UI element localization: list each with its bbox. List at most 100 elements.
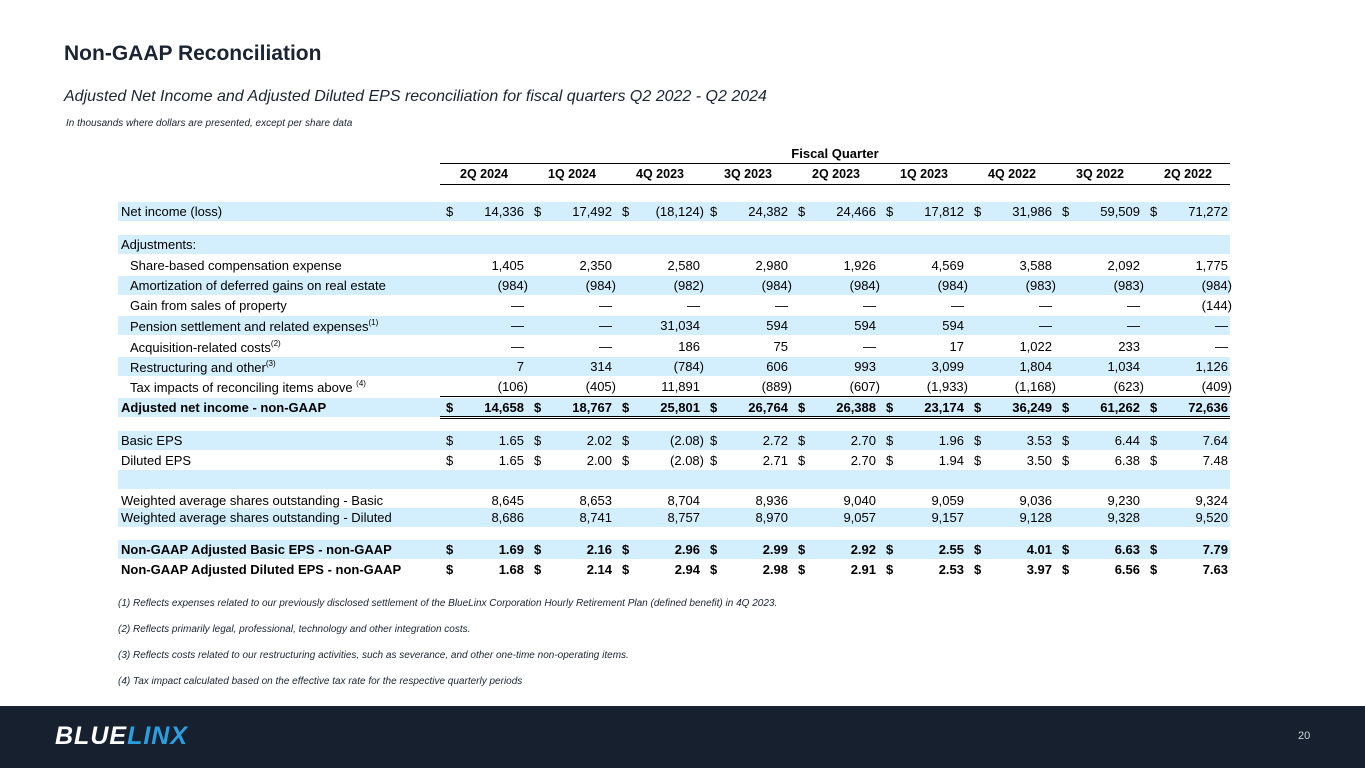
cell-value: (983): [1113, 278, 1144, 293]
cell-value: 2.14: [586, 562, 612, 577]
table-cell: $72,636: [1144, 400, 1232, 417]
cell-value: 3.53: [1026, 433, 1052, 448]
dollar-sign: $: [1150, 204, 1158, 219]
bluelinx-logo: BLUELINX: [55, 722, 189, 750]
cell-value: —: [863, 339, 876, 354]
table-cell: 2,092: [1056, 258, 1144, 275]
table-cell: $6.56: [1056, 562, 1144, 579]
cell-value: 2.98: [762, 562, 788, 577]
table-cell: 9,328: [1056, 510, 1144, 527]
cell-value: —: [1215, 339, 1228, 354]
table-cell: 314: [528, 359, 616, 376]
row-label: Pension settlement and related expenses(…: [130, 318, 379, 334]
cell-value: —: [599, 339, 612, 354]
table-cell: 8,704: [616, 493, 704, 510]
cell-value: 75: [773, 339, 788, 354]
table-cell: —: [704, 298, 792, 315]
table-row: Adjusted net income - non-GAAP $14,658 $18…: [118, 398, 1230, 417]
cell-value: 2,092: [1107, 258, 1140, 273]
table-cell: 8,757: [616, 510, 704, 527]
cell-value: (1,168): [1014, 379, 1056, 394]
column-header: 4Q 2022: [988, 167, 1036, 181]
table-cell: $2.00: [528, 453, 616, 470]
table-cell: $6.38: [1056, 453, 1144, 470]
cell-value: 594: [766, 318, 788, 333]
cell-value: 4,569: [931, 258, 964, 273]
table-cell: —: [1056, 298, 1144, 315]
table-cell: —: [792, 298, 880, 315]
cell-value: 17,492: [572, 204, 612, 219]
dollar-sign: $: [446, 400, 454, 415]
cell-value: (18,124): [655, 204, 704, 219]
table-cell: —: [528, 298, 616, 315]
table-cell: $24,466: [792, 204, 880, 221]
cell-value: —: [599, 318, 612, 333]
cell-value: 9,059: [931, 493, 964, 508]
table-cell: 1,022: [968, 339, 1056, 356]
table-cell: (983): [1056, 278, 1144, 295]
table-cell: $2.55: [880, 542, 968, 559]
table-cell: $1.65: [440, 433, 528, 450]
table-cell: —: [440, 318, 528, 335]
cell-value: —: [1127, 298, 1140, 313]
table-cell: (984): [792, 278, 880, 295]
table-cell: 9,040: [792, 493, 880, 510]
dollar-sign: $: [710, 453, 718, 468]
cell-value: 606: [766, 359, 788, 374]
cell-value: 9,230: [1107, 493, 1140, 508]
table-cell: $7.64: [1144, 433, 1232, 450]
dollar-sign: $: [1062, 433, 1070, 448]
dollar-sign: $: [710, 542, 718, 557]
table-cell: $2.71: [704, 453, 792, 470]
table-cell: 9,057: [792, 510, 880, 527]
table-cell: 1,775: [1144, 258, 1232, 275]
cell-value: 2.55: [938, 542, 964, 557]
dollar-sign: $: [974, 204, 982, 219]
cell-value: 1,775: [1195, 258, 1228, 273]
table-cell: $17,492: [528, 204, 616, 221]
cell-value: 1,126: [1195, 359, 1228, 374]
dollar-sign: $: [798, 453, 806, 468]
table-cell: 9,230: [1056, 493, 1144, 510]
cell-value: (984): [1201, 278, 1232, 293]
table-cell: (1,168): [968, 379, 1056, 396]
table-cell: 1,126: [1144, 359, 1232, 376]
cell-value: (889): [761, 379, 792, 394]
table-cell: (984): [1144, 278, 1232, 295]
cell-value: —: [775, 298, 788, 313]
table-cell: (405): [528, 379, 616, 396]
table-cell: $2.14: [528, 562, 616, 579]
cell-value: 9,128: [1019, 510, 1052, 525]
table-cell: 8,936: [704, 493, 792, 510]
cell-value: 1.94: [938, 453, 964, 468]
table-cell: —: [528, 339, 616, 356]
cell-value: 31,986: [1012, 204, 1052, 219]
cell-value: 1.69: [498, 542, 524, 557]
row-label: Acquisition-related costs(2): [130, 339, 281, 355]
table-cell: 594: [880, 318, 968, 335]
cell-value: 2.99: [762, 542, 788, 557]
dollar-sign: $: [1150, 400, 1158, 415]
table-cell: —: [968, 298, 1056, 315]
table-cell: $6.44: [1056, 433, 1144, 450]
table-cell: $36,249: [968, 400, 1056, 417]
cell-value: (2.08): [670, 433, 704, 448]
table-cell: 594: [704, 318, 792, 335]
table-cell: $7.79: [1144, 542, 1232, 559]
cell-value: (984): [937, 278, 968, 293]
dollar-sign: $: [974, 562, 982, 577]
cell-value: 8,741: [579, 510, 612, 525]
footer-bar: [0, 706, 1365, 768]
table-cell: 186: [616, 339, 704, 356]
cell-value: 17: [949, 339, 964, 354]
table-cell: 8,653: [528, 493, 616, 510]
cell-value: 6.63: [1114, 542, 1140, 557]
table-cell: 17: [880, 339, 968, 356]
cell-value: 1.65: [498, 453, 524, 468]
dollar-sign: $: [534, 542, 542, 557]
table-cell: $2.96: [616, 542, 704, 559]
table-cell: (984): [440, 278, 528, 295]
cell-value: 59,509: [1100, 204, 1140, 219]
cell-value: (984): [849, 278, 880, 293]
dollar-sign: $: [886, 562, 894, 577]
